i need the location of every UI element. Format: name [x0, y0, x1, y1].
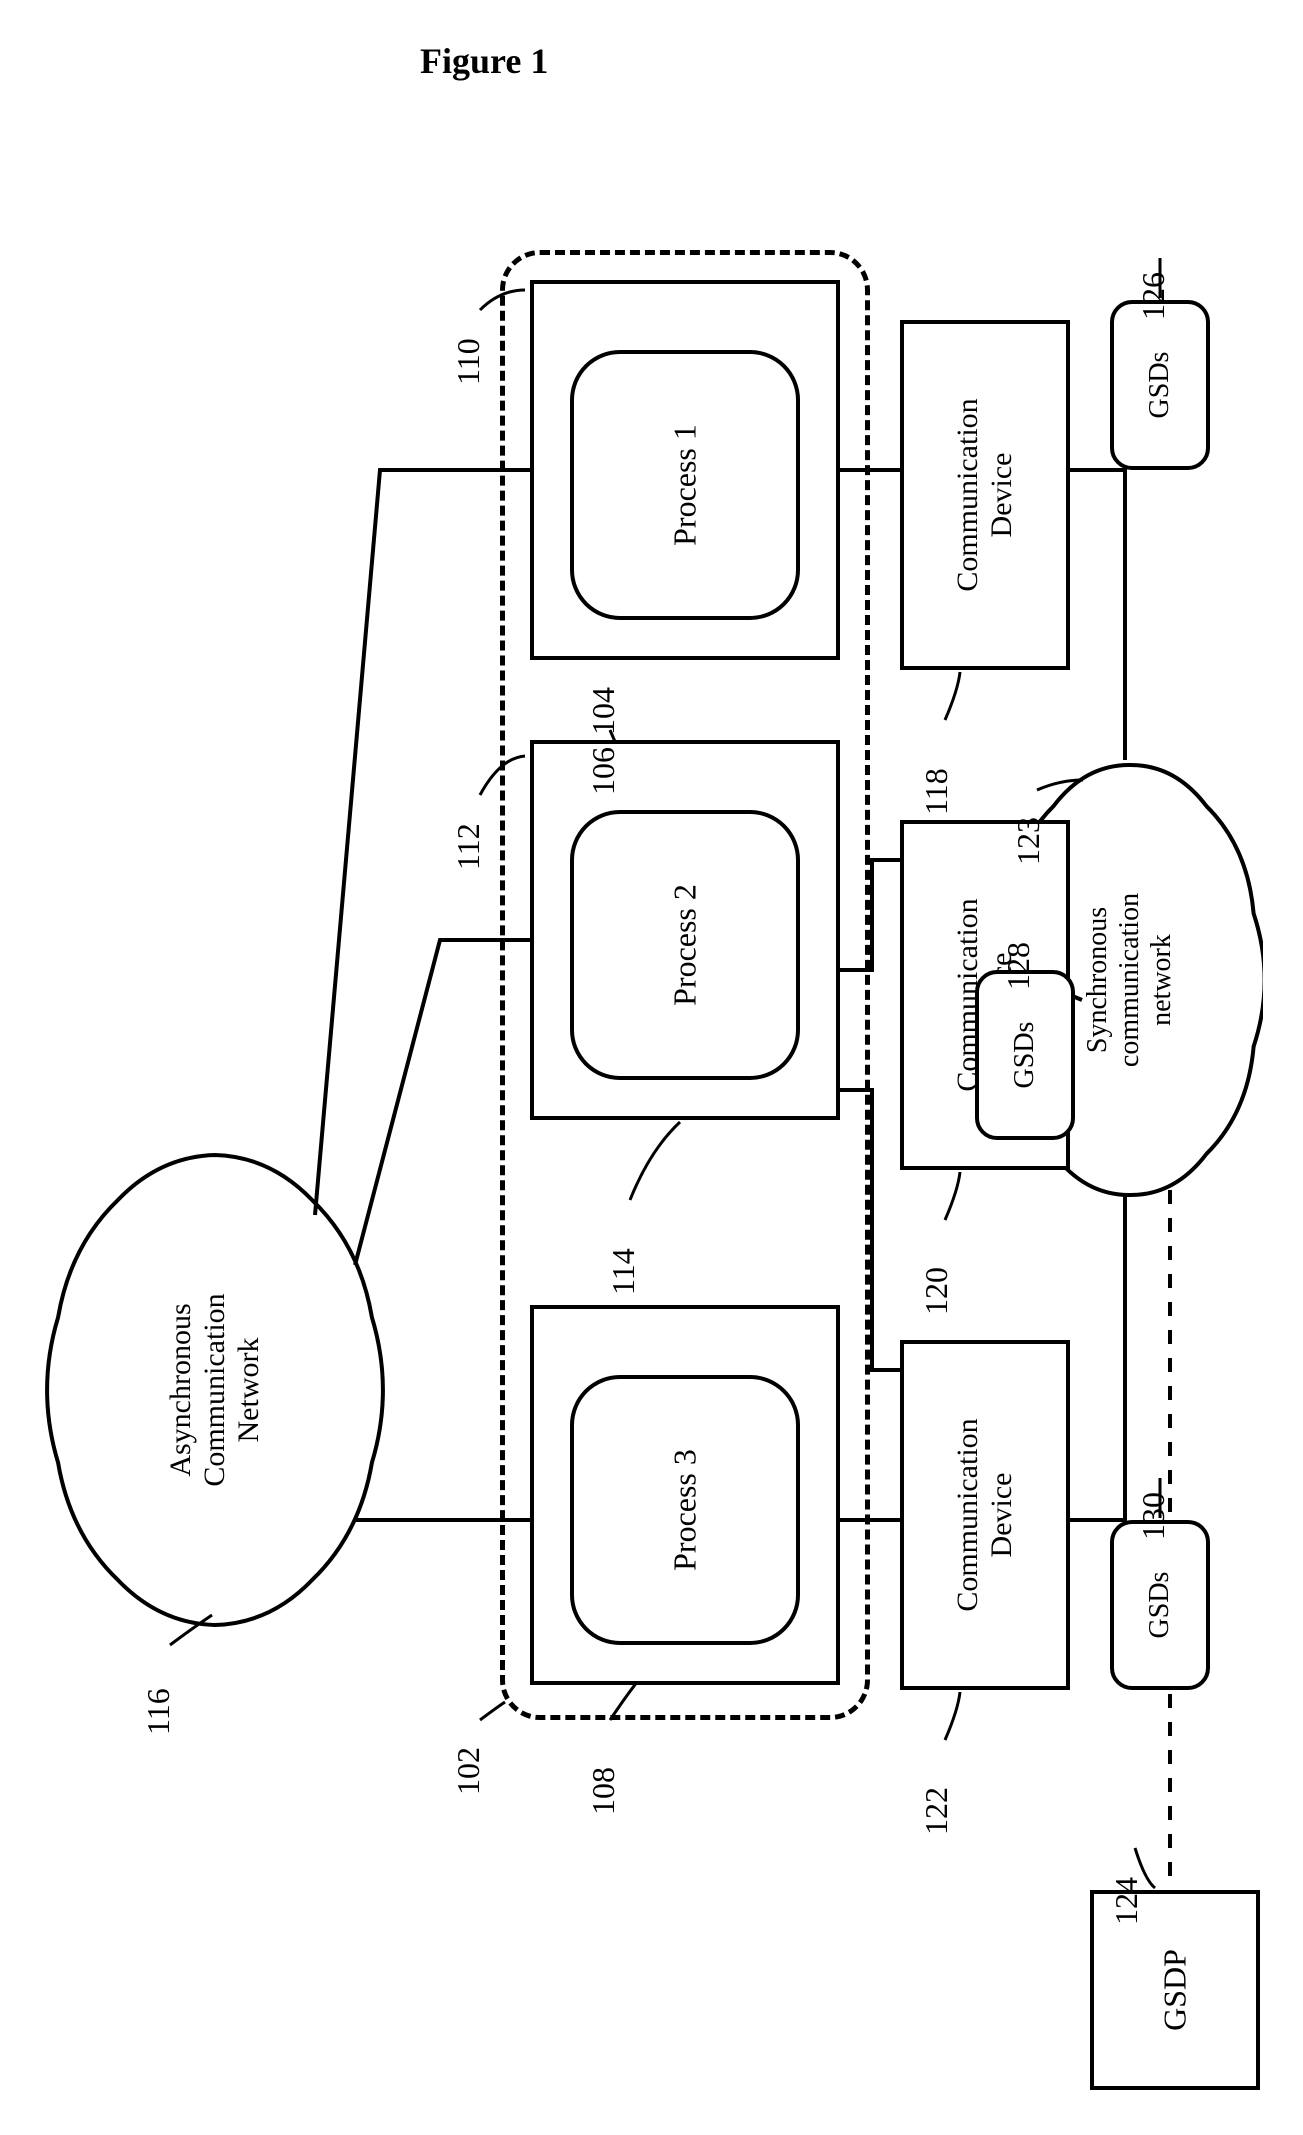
ref-114: 114: [605, 1248, 642, 1295]
comm-device-3-label: CommunicationDevice: [951, 1418, 1019, 1611]
edge: [1070, 1195, 1125, 1520]
gsds-1-label: GSDs: [1144, 352, 1176, 419]
gsdp-label: GSDP: [1157, 1949, 1194, 2031]
gsds-2-label: GSDs: [1009, 1022, 1041, 1089]
figure-page: Figure 1 Process 1 Process 2 Process 3 C…: [40, 40, 1263, 2095]
gsds-3-label: GSDs: [1144, 1572, 1176, 1639]
ref-104: 104: [585, 687, 622, 735]
process2-label: Process 2: [667, 884, 704, 1006]
callout-122: [945, 1692, 960, 1740]
process1-label: Process 1: [667, 424, 704, 546]
ref-108: 108: [585, 1767, 622, 1815]
callout-118: [945, 672, 960, 720]
ref-128: 128: [1000, 942, 1037, 990]
ref-122: 122: [918, 1787, 955, 1835]
ref-116: 116: [140, 1688, 177, 1735]
callout-102: [480, 1702, 505, 1720]
ref-110: 110: [450, 338, 487, 385]
async-cloud-label: AsynchronousCommunicationNetwork: [164, 1293, 266, 1486]
edge: [1070, 470, 1125, 760]
ref-118: 118: [918, 768, 955, 815]
ref-124: 124: [1108, 1877, 1145, 1925]
callout-120: [945, 1172, 960, 1220]
ref-106: 106: [585, 747, 622, 795]
process3-label: Process 3: [667, 1449, 704, 1571]
ref-112: 112: [450, 823, 487, 870]
edge: [315, 470, 530, 1215]
ref-126: 126: [1135, 272, 1172, 320]
sync-cloud-label: Synchronouscommunicationnetwork: [1082, 893, 1178, 1067]
comm-device-1-label: CommunicationDevice: [951, 398, 1019, 591]
ref-130: 130: [1135, 1492, 1172, 1540]
ref-120: 120: [918, 1267, 955, 1315]
ref-123: 123: [1010, 817, 1047, 865]
ref-102: 102: [450, 1747, 487, 1795]
